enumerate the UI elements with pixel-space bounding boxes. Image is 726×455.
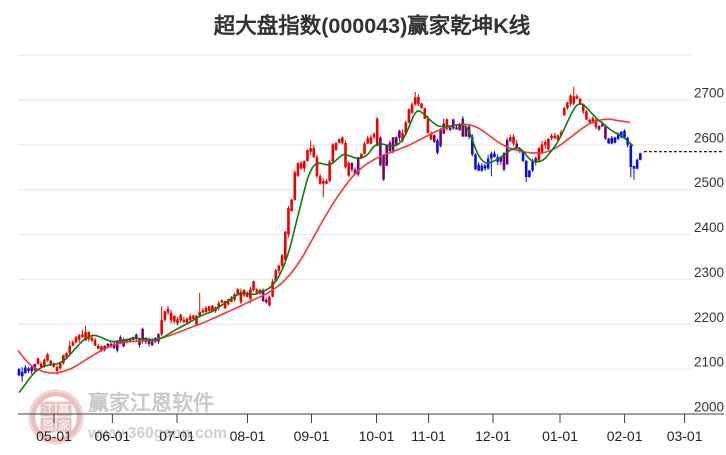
svg-text:2200: 2200	[694, 310, 724, 325]
svg-text:03-01: 03-01	[667, 428, 703, 444]
svg-text:赢: 赢	[58, 402, 70, 417]
svg-text:11-01: 11-01	[411, 428, 446, 444]
svg-text:赢家江恩软件: 赢家江恩软件	[88, 391, 214, 415]
svg-text:2500: 2500	[694, 175, 724, 190]
svg-text:2600: 2600	[694, 130, 724, 145]
svg-text:06-01: 06-01	[94, 428, 130, 444]
svg-text:2300: 2300	[694, 265, 724, 280]
svg-text:家: 家	[58, 418, 70, 433]
svg-text:10-01: 10-01	[359, 428, 395, 444]
svg-text:05-01: 05-01	[36, 428, 72, 444]
svg-text:超大盘指数(000043)赢家乾坤K线: 超大盘指数(000043)赢家乾坤K线	[214, 13, 531, 38]
svg-text:江: 江	[42, 403, 54, 417]
svg-text:2000: 2000	[694, 400, 724, 415]
svg-text:2700: 2700	[694, 86, 724, 101]
svg-text:07-01: 07-01	[159, 428, 195, 444]
svg-text:02-01: 02-01	[607, 428, 643, 444]
svg-text:www.360gann.com: www.360gann.com	[87, 425, 227, 442]
svg-text:12-01: 12-01	[475, 428, 511, 444]
svg-text:2400: 2400	[694, 220, 724, 235]
svg-text:08-01: 08-01	[230, 428, 266, 444]
svg-text:01-01: 01-01	[542, 428, 578, 444]
svg-text:恩: 恩	[42, 419, 54, 433]
svg-text:2100: 2100	[694, 355, 724, 370]
svg-text:09-01: 09-01	[294, 428, 330, 444]
